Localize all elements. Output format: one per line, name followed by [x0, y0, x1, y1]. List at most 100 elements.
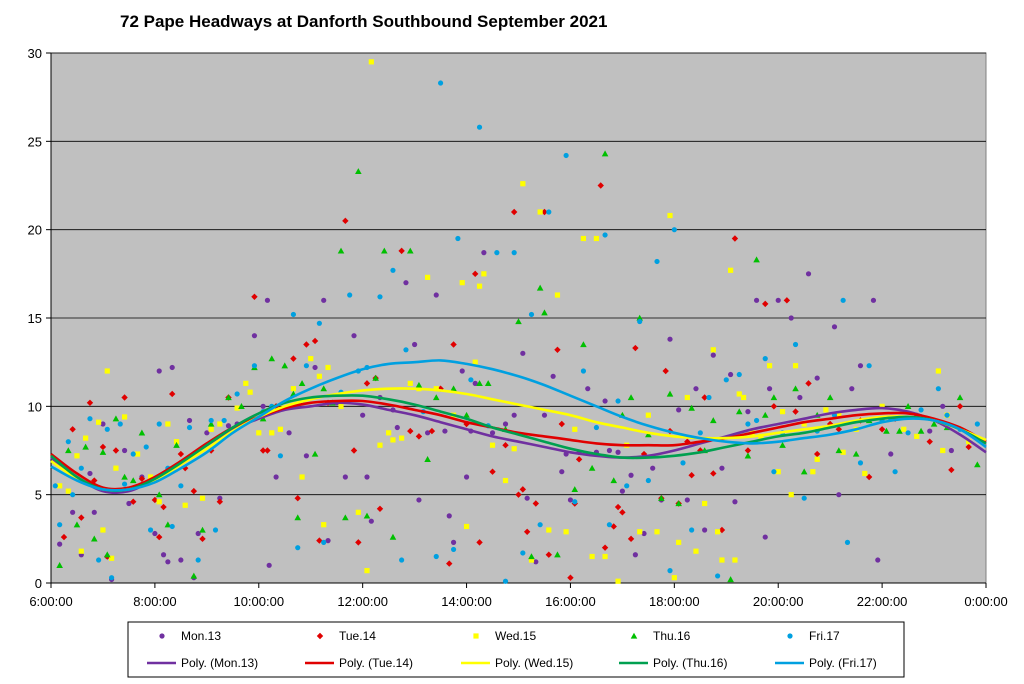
data-point: [554, 346, 561, 353]
data-point: [948, 466, 955, 474]
data-point: [212, 527, 219, 533]
data-point: [455, 235, 461, 242]
data-point: [70, 492, 76, 498]
data-point: [152, 530, 158, 537]
data-point: [376, 505, 384, 512]
data-point: [601, 150, 609, 157]
data-point: [528, 557, 535, 563]
data-point: [337, 247, 345, 254]
data-point: [718, 526, 726, 534]
data-point: [801, 495, 807, 501]
data-point: [247, 389, 253, 395]
legend-item: Poly. (Fri.17): [775, 656, 877, 670]
data-point: [199, 495, 206, 501]
data-point: [368, 59, 374, 65]
y-axis: 0 5 10 15 20 25 30: [28, 46, 52, 591]
data-point: [243, 380, 249, 386]
data-point: [446, 560, 453, 567]
data-point: [489, 430, 496, 436]
data-point: [134, 451, 141, 457]
data-point: [680, 460, 686, 466]
data-point: [667, 336, 673, 342]
data-point: [320, 385, 328, 392]
data-point: [73, 521, 81, 528]
data-point: [541, 208, 548, 216]
data-point: [432, 394, 440, 401]
data-point: [290, 386, 297, 392]
data-point: [156, 421, 162, 427]
data-point: [165, 559, 171, 565]
data-point: [355, 509, 361, 515]
data-point: [225, 394, 232, 401]
data-point: [208, 426, 214, 432]
data-point: [554, 292, 561, 298]
legend-label: Poly. (Thu.16): [653, 656, 727, 670]
data-point: [676, 407, 682, 413]
data-point: [186, 424, 193, 431]
data-point: [403, 347, 409, 353]
data-point: [762, 356, 768, 362]
data-point: [736, 391, 742, 397]
data-point: [875, 557, 881, 563]
data-point: [83, 435, 89, 441]
data-point: [251, 363, 258, 369]
data-point: [156, 368, 162, 374]
legend-marker: [316, 632, 324, 640]
data-point: [377, 442, 383, 448]
data-point: [658, 494, 665, 501]
data-point: [701, 394, 708, 401]
data-point: [857, 363, 864, 369]
data-point: [753, 297, 760, 303]
data-point: [801, 421, 807, 427]
legend-label: Poly. (Tue.14): [339, 656, 413, 670]
data-point: [956, 394, 964, 401]
data-point: [399, 435, 405, 441]
data-point: [415, 433, 423, 440]
data-point: [216, 498, 224, 505]
data-point: [559, 469, 565, 475]
data-point: [195, 557, 201, 563]
legend-label: Poly. (Mon.13): [181, 656, 258, 670]
data-point: [386, 430, 392, 436]
data-point: [762, 534, 768, 540]
data-point: [463, 474, 470, 480]
data-point: [338, 403, 344, 409]
data-point: [57, 483, 63, 489]
data-point: [927, 428, 933, 434]
data-point: [836, 412, 842, 418]
data-point: [684, 497, 690, 503]
data-point: [311, 337, 319, 345]
data-point: [588, 464, 596, 471]
data-point: [637, 529, 643, 535]
data-point: [601, 544, 609, 551]
data-point: [160, 503, 167, 511]
data-point: [463, 411, 470, 418]
data-point: [321, 539, 327, 545]
data-point: [580, 368, 587, 374]
data-point: [65, 488, 71, 494]
data-point: [956, 403, 964, 410]
data-point: [515, 318, 522, 325]
data-point: [207, 420, 215, 427]
data-point: [840, 449, 846, 455]
data-point: [857, 460, 864, 466]
data-point: [892, 469, 898, 475]
data-point: [372, 374, 379, 381]
data-point: [511, 412, 517, 418]
data-point: [688, 472, 695, 479]
data-point: [974, 461, 981, 468]
data-point: [103, 551, 111, 558]
data-point: [459, 368, 465, 374]
data-point: [788, 315, 794, 321]
data-point: [775, 469, 781, 475]
data-point: [567, 574, 574, 581]
legend-marker: [159, 633, 165, 639]
data-point: [476, 380, 483, 387]
data-point: [558, 420, 565, 428]
data-point: [709, 417, 717, 424]
data-point: [433, 386, 439, 392]
data-point: [363, 512, 371, 519]
data-point: [697, 430, 703, 436]
data-point: [160, 552, 167, 558]
data-point: [706, 394, 712, 401]
